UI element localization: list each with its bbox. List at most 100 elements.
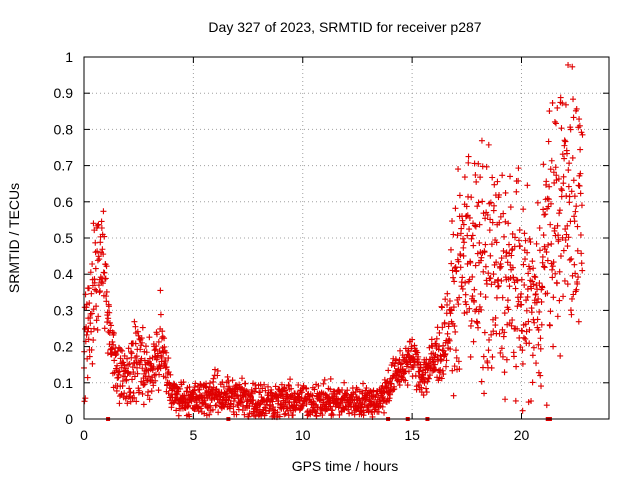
data-point xyxy=(544,195,551,202)
data-point xyxy=(143,349,150,356)
data-point xyxy=(131,373,138,380)
data-point xyxy=(442,350,449,357)
data-point xyxy=(571,261,578,268)
data-point xyxy=(94,222,101,229)
data-point xyxy=(450,231,457,238)
data-point xyxy=(536,308,543,315)
data-point xyxy=(259,385,266,392)
data-point xyxy=(562,236,569,243)
data-point xyxy=(493,294,500,301)
data-point xyxy=(90,220,97,227)
data-point xyxy=(281,411,288,418)
data-point xyxy=(467,259,474,266)
data-point xyxy=(439,304,446,311)
data-point xyxy=(551,118,558,125)
data-point xyxy=(112,352,119,359)
data-point xyxy=(519,407,526,414)
data-point xyxy=(539,253,546,260)
data-point xyxy=(510,353,517,360)
data-point xyxy=(414,349,421,356)
data-point xyxy=(105,315,112,322)
data-point xyxy=(534,316,541,323)
data-point xyxy=(447,246,454,253)
data-point xyxy=(433,335,440,342)
data-point xyxy=(435,377,442,384)
data-point xyxy=(117,346,124,353)
data-point xyxy=(561,155,568,162)
data-point xyxy=(478,254,485,261)
data-point xyxy=(461,239,468,246)
data-point xyxy=(459,217,466,224)
data-point xyxy=(568,188,575,195)
data-point xyxy=(151,347,158,354)
data-point xyxy=(490,271,497,278)
data-point xyxy=(562,101,569,108)
data-point xyxy=(486,275,493,282)
data-point xyxy=(94,257,101,264)
data-point xyxy=(449,218,456,225)
data-point xyxy=(501,233,507,240)
data-point xyxy=(152,377,159,384)
data-point xyxy=(561,277,568,284)
data-point xyxy=(431,354,438,361)
data-point xyxy=(468,235,475,242)
data-point xyxy=(463,203,470,210)
data-point xyxy=(515,177,522,184)
data-point xyxy=(139,324,146,331)
data-point xyxy=(207,380,213,387)
data-point xyxy=(85,285,92,292)
data-point xyxy=(514,303,521,310)
data-point xyxy=(137,346,144,353)
data-point xyxy=(134,328,141,335)
data-point xyxy=(442,296,449,303)
data-point xyxy=(444,290,451,297)
data-point xyxy=(554,104,561,111)
data-point xyxy=(95,313,102,320)
data-point xyxy=(205,403,212,410)
data-point xyxy=(539,284,546,291)
data-point xyxy=(505,220,512,227)
data-point xyxy=(162,358,169,365)
data-point xyxy=(516,227,523,234)
data-point xyxy=(568,311,575,318)
data-point xyxy=(468,317,475,324)
data-point xyxy=(476,239,483,246)
data-point xyxy=(89,360,96,367)
data-point xyxy=(402,377,409,384)
data-point xyxy=(556,207,563,214)
data-point xyxy=(190,387,197,394)
data-point xyxy=(437,366,444,373)
data-point xyxy=(441,319,448,326)
data-point xyxy=(146,355,153,362)
data-point xyxy=(370,387,377,394)
data-point xyxy=(499,294,506,301)
data-point xyxy=(482,263,489,270)
data-point xyxy=(117,355,124,362)
data-point xyxy=(132,340,139,347)
data-point xyxy=(99,280,106,287)
data-point xyxy=(507,262,514,269)
data-point xyxy=(109,338,116,345)
data-point xyxy=(132,323,139,330)
data-point xyxy=(568,255,575,262)
data-point xyxy=(488,364,495,371)
data-point xyxy=(438,356,445,363)
data-point xyxy=(148,388,155,395)
data-point xyxy=(578,202,585,209)
data-point xyxy=(146,396,153,403)
data-point xyxy=(481,329,488,336)
data-point xyxy=(512,234,519,241)
data-point xyxy=(320,380,327,387)
data-point xyxy=(89,260,96,267)
data-point xyxy=(503,249,510,256)
data-point xyxy=(124,400,131,407)
data-point xyxy=(556,210,563,217)
data-point xyxy=(509,230,516,237)
data-point xyxy=(88,328,95,335)
data-point xyxy=(131,394,138,401)
data-point xyxy=(487,275,494,282)
data-point xyxy=(540,206,547,213)
data-point xyxy=(242,380,249,387)
data-point xyxy=(157,311,164,318)
data-point xyxy=(484,212,491,219)
